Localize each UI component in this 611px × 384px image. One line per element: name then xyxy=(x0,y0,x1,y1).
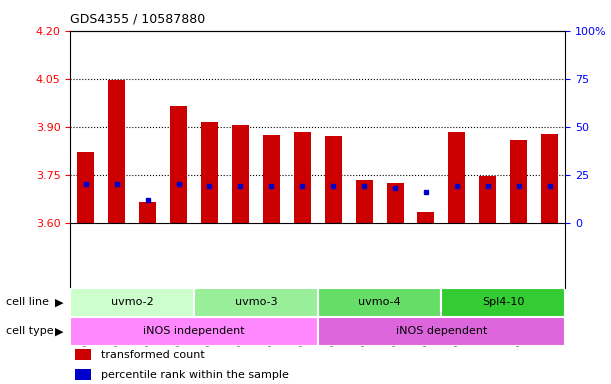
Bar xyxy=(75,349,91,360)
Bar xyxy=(480,176,496,223)
Bar xyxy=(70,288,194,317)
Bar xyxy=(108,80,125,223)
Text: iNOS dependent: iNOS dependent xyxy=(396,326,487,336)
Text: cell line: cell line xyxy=(6,297,49,308)
Bar xyxy=(510,139,527,223)
Bar xyxy=(232,125,249,223)
Bar xyxy=(70,317,318,346)
Bar xyxy=(318,317,565,346)
Text: ▶: ▶ xyxy=(55,297,64,308)
Bar xyxy=(77,152,94,223)
Text: GDS4355 / 10587880: GDS4355 / 10587880 xyxy=(70,13,205,26)
Bar xyxy=(194,288,318,317)
Text: uvmo-3: uvmo-3 xyxy=(235,297,277,308)
Bar xyxy=(324,136,342,223)
Bar xyxy=(139,202,156,223)
Bar xyxy=(170,106,187,223)
Bar xyxy=(294,132,311,223)
Bar xyxy=(263,135,280,223)
Text: ▶: ▶ xyxy=(55,326,64,336)
Bar xyxy=(356,180,373,223)
Text: percentile rank within the sample: percentile rank within the sample xyxy=(101,370,288,380)
Bar xyxy=(541,134,558,223)
Text: cell type: cell type xyxy=(6,326,54,336)
Bar xyxy=(442,288,565,317)
Bar xyxy=(201,122,218,223)
Bar xyxy=(318,288,442,317)
Bar xyxy=(387,183,403,223)
Text: Spl4-10: Spl4-10 xyxy=(482,297,524,308)
Bar xyxy=(448,132,466,223)
Text: iNOS independent: iNOS independent xyxy=(143,326,245,336)
Bar xyxy=(75,369,91,380)
Text: uvmo-2: uvmo-2 xyxy=(111,297,153,308)
Bar xyxy=(417,212,434,223)
Text: uvmo-4: uvmo-4 xyxy=(358,297,401,308)
Text: transformed count: transformed count xyxy=(101,350,205,360)
